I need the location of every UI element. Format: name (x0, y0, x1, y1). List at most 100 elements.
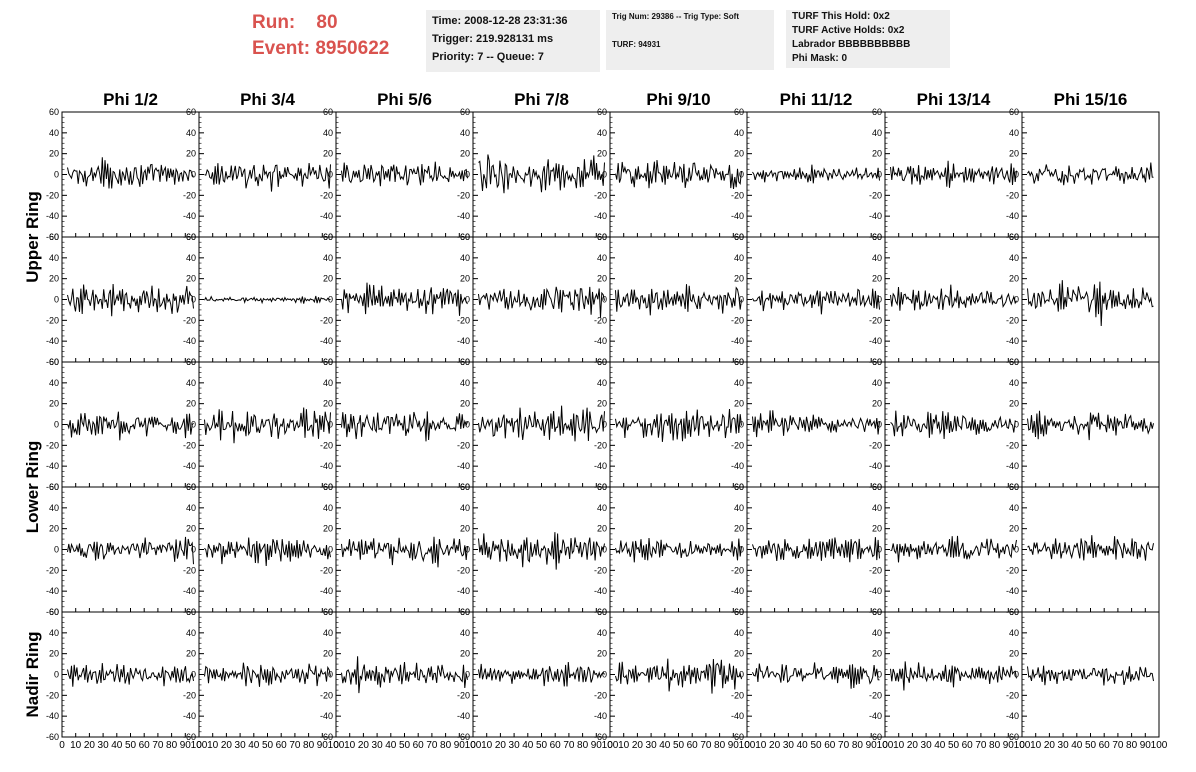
x-tick-label: 80 (166, 740, 178, 751)
y-tick-label: 60 (323, 232, 333, 242)
waveform-trace (615, 159, 742, 190)
x-tick-label: 30 (646, 740, 658, 751)
y-tick-label: -40 (46, 336, 59, 346)
x-tick-label: 100 (877, 740, 894, 751)
column-title: Phi 9/10 (646, 90, 710, 109)
y-tick-label: 40 (323, 378, 333, 388)
y-tick-label: 60 (597, 107, 607, 117)
y-tick-label: -20 (731, 190, 744, 200)
y-tick-label: -20 (869, 565, 882, 575)
x-tick-label: 0 (1019, 740, 1025, 751)
y-tick-label: 20 (1009, 274, 1019, 284)
x-tick-label: 30 (783, 740, 795, 751)
y-tick-label: 40 (323, 628, 333, 638)
y-tick-label: 0 (54, 420, 59, 430)
waveform-trace (1027, 410, 1154, 441)
y-tick-label: -60 (457, 732, 470, 742)
y-tick-label: -20 (731, 565, 744, 575)
y-tick-label: -40 (183, 586, 196, 596)
y-tick-label: 0 (465, 170, 470, 180)
x-tick-label: 40 (934, 740, 946, 751)
y-tick-label: 60 (872, 607, 882, 617)
y-tick-label: -20 (457, 440, 470, 450)
waveform-trace (204, 662, 331, 687)
y-tick-label: 0 (739, 295, 744, 305)
waveform-trace (67, 536, 194, 565)
x-tick-label: 20 (358, 740, 370, 751)
x-tick-label: 70 (426, 740, 438, 751)
y-tick-label: 60 (460, 357, 470, 367)
y-tick-label: -20 (594, 440, 607, 450)
x-tick-label: 30 (98, 740, 110, 751)
y-tick-label: -20 (731, 440, 744, 450)
y-tick-label: -20 (594, 565, 607, 575)
y-tick-label: 0 (877, 545, 882, 555)
y-tick-label: -20 (183, 315, 196, 325)
y-tick-label: -20 (320, 190, 333, 200)
y-tick-label: 60 (49, 482, 59, 492)
y-tick-label: 20 (323, 399, 333, 409)
y-tick-label: 40 (1009, 378, 1019, 388)
y-tick-label: 40 (1009, 128, 1019, 138)
y-tick-label: 40 (597, 628, 607, 638)
y-tick-label: 40 (460, 128, 470, 138)
y-tick-label: 0 (328, 295, 333, 305)
y-tick-label: 40 (323, 253, 333, 263)
y-tick-label: 0 (1014, 420, 1019, 430)
y-tick-label: 20 (186, 399, 196, 409)
y-tick-label: 60 (1009, 232, 1019, 242)
plot-frame (1021, 236, 1160, 363)
waveform-trace (752, 288, 880, 315)
y-tick-label: -60 (731, 732, 744, 742)
plot-frame (198, 111, 337, 238)
priority-text: Priority: 7 -- Queue: 7 (432, 51, 544, 63)
phi-mask-text: Phi Mask: 0 (792, 53, 848, 64)
y-tick-label: -40 (731, 461, 744, 471)
y-tick-label: 0 (877, 295, 882, 305)
trig-num-text: Trig Num: 29386 -- Trig Type: Soft (612, 12, 739, 21)
x-tick-label: 90 (1140, 740, 1152, 751)
y-tick-label: -40 (731, 211, 744, 221)
y-tick-label: 20 (323, 274, 333, 284)
y-tick-label: -40 (594, 336, 607, 346)
x-tick-label: 100 (602, 740, 619, 751)
y-tick-label: 60 (734, 607, 744, 617)
plot-frame (61, 361, 200, 488)
y-tick-label: -40 (594, 211, 607, 221)
y-tick-label: 0 (465, 420, 470, 430)
y-tick-label: 20 (1009, 399, 1019, 409)
y-tick-label: 40 (734, 378, 744, 388)
x-tick-label: 40 (385, 740, 397, 751)
waveform-trace (204, 537, 331, 567)
x-tick-label: 60 (824, 740, 836, 751)
y-tick-label: 0 (1014, 170, 1019, 180)
waveform-trace (615, 284, 742, 316)
y-tick-label: -20 (594, 190, 607, 200)
x-tick-label: 60 (139, 740, 151, 751)
y-tick-label: 60 (872, 482, 882, 492)
x-tick-label: 50 (673, 740, 685, 751)
y-tick-label: 60 (186, 107, 196, 117)
x-tick-label: 70 (563, 740, 575, 751)
waveform-trace (204, 163, 331, 192)
x-tick-label: 40 (111, 740, 123, 751)
x-tick-label: 50 (262, 740, 274, 751)
x-tick-label: 20 (1044, 740, 1056, 751)
y-tick-label: 20 (49, 149, 59, 159)
y-tick-label: 60 (872, 232, 882, 242)
y-tick-label: 20 (872, 399, 882, 409)
y-tick-label: -40 (869, 336, 882, 346)
y-tick-label: 20 (323, 149, 333, 159)
x-tick-label: 20 (221, 740, 233, 751)
y-tick-label: 20 (460, 649, 470, 659)
y-tick-label: -60 (594, 732, 607, 742)
y-tick-label: 20 (186, 524, 196, 534)
y-tick-label: 0 (191, 170, 196, 180)
x-tick-label: 90 (1003, 740, 1015, 751)
y-tick-label: 40 (49, 628, 59, 638)
y-tick-label: 40 (49, 128, 59, 138)
x-tick-label: 70 (289, 740, 301, 751)
y-tick-label: 40 (872, 128, 882, 138)
waveform-trace (341, 536, 468, 568)
y-tick-label: 40 (460, 378, 470, 388)
